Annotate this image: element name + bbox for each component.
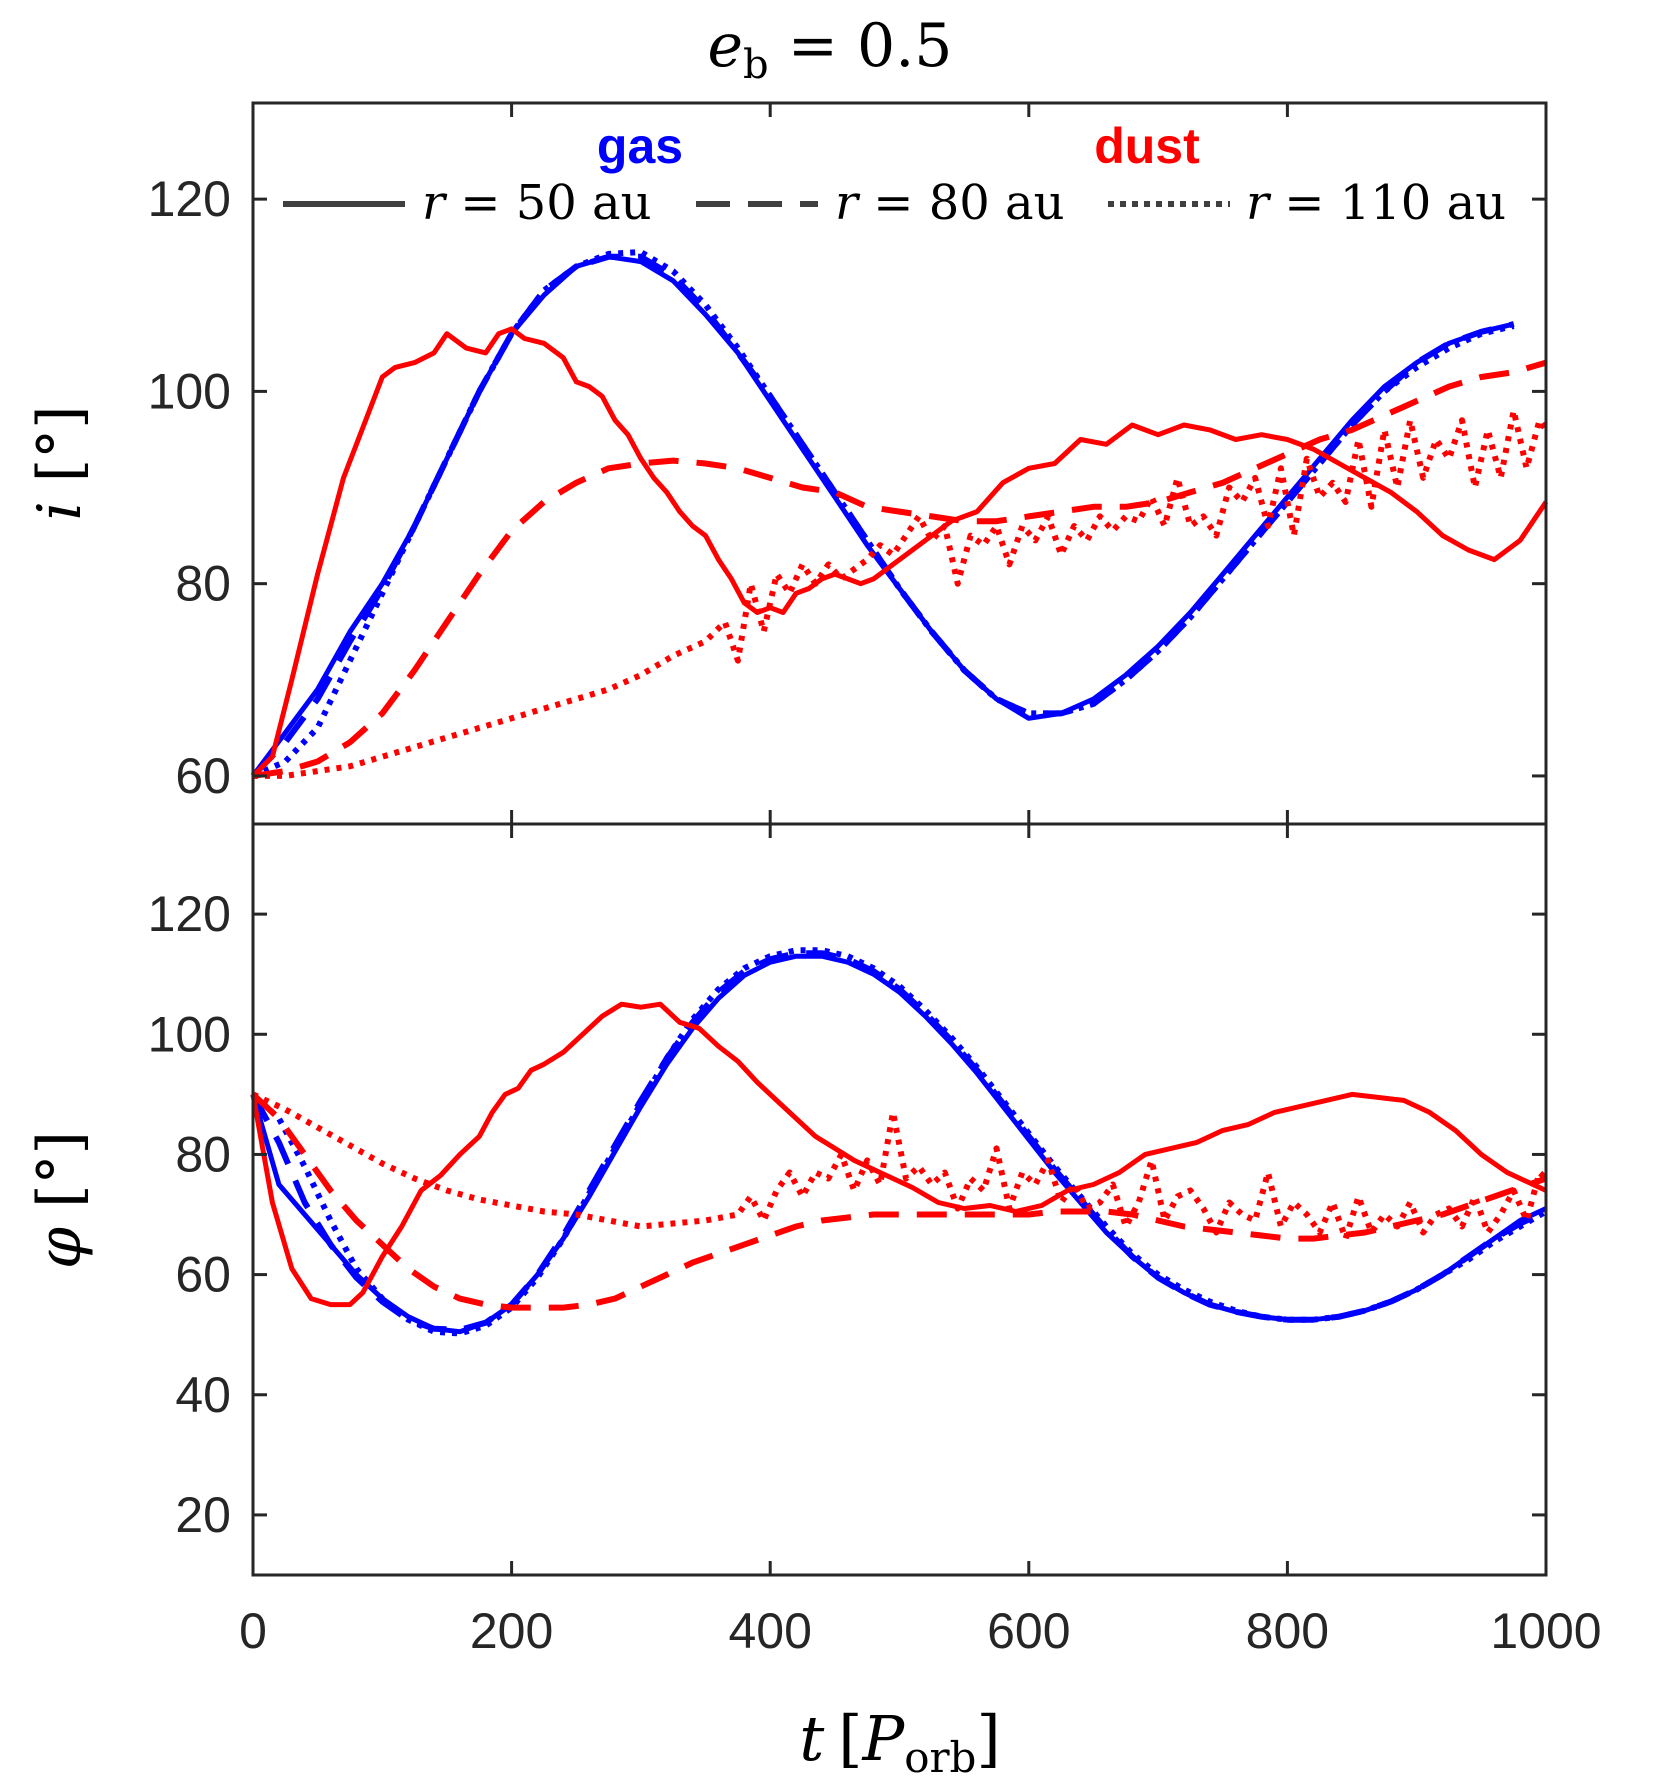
xlabel-var: t [799, 1702, 824, 1775]
inclination-dust-dashed-line [252, 359, 1547, 779]
xtick-label: 400 [728, 1603, 811, 1659]
node-ytick-label: 120 [148, 886, 231, 942]
node-ylabel-var: φ [25, 1227, 95, 1269]
legend-gas-label: gas [597, 118, 683, 174]
legend-entry-50au: r = 50 au [422, 175, 652, 231]
legend-50au-var: r [422, 175, 448, 231]
node-ytick-label: 80 [175, 1126, 231, 1182]
node-panel: 20 40 60 80 100 120 0 200 400 600 800 1000 φ [°] [25, 822, 1602, 1659]
node-axes-frame [251, 822, 1548, 1577]
legend-entry-110au: r = 110 au [1246, 175, 1506, 231]
node-ylabel: φ [°] [25, 1131, 95, 1269]
inclination-gas-dotted-line [251, 249, 1515, 779]
title-sub: b [743, 42, 769, 88]
xlabel-open: [ [838, 1702, 862, 1775]
xlabel-close: ] [976, 1702, 1000, 1775]
node-dust-solid-line [250, 1001, 1548, 1308]
inclination-dust-solid-line [251, 326, 1549, 778]
inclination-ytick-label: 60 [175, 748, 231, 804]
xtick-label: 600 [987, 1603, 1070, 1659]
title-var: e [708, 11, 744, 81]
inclination-panel: 60 80 100 120 i [°] [25, 101, 1549, 826]
node-ylabel-unit: [°] [25, 1131, 95, 1227]
legend-80au-var: r [835, 175, 861, 231]
inclination-ytick-label: 120 [148, 171, 231, 227]
inclination-ylabel-unit: [°] [25, 405, 95, 501]
xlabel-sub: orb [904, 1733, 976, 1782]
xtick-label: 800 [1246, 1603, 1329, 1659]
inclination-gas-solid-line [250, 254, 1515, 778]
xtick-label: 200 [470, 1603, 553, 1659]
title-rest: = 0.5 [769, 11, 953, 81]
xtick-label: 0 [239, 1603, 267, 1659]
legend-110au-rest: = 110 au [1269, 175, 1506, 231]
node-ytick-label: 40 [175, 1367, 231, 1423]
xtick-label: 1000 [1490, 1603, 1601, 1659]
legend-50au-rest: = 50 au [445, 175, 652, 231]
node-ticks: 20 40 60 80 100 120 0 200 400 600 800 1000 [148, 824, 1602, 1659]
legend-dust-label: dust [1094, 118, 1200, 174]
inclination-gas-dashed-line [250, 253, 1515, 778]
node-gas-dotted-line [250, 947, 1548, 1337]
node-ytick-label: 100 [148, 1006, 231, 1062]
inclination-ytick-label: 100 [148, 363, 231, 419]
legend-110au-var: r [1246, 175, 1272, 231]
node-dust-dashed-line [250, 1092, 1547, 1311]
chart-title: eb = 0.5 [708, 11, 953, 88]
node-series [250, 947, 1549, 1337]
x-axis-label: t [Porb] [799, 1702, 1000, 1782]
inclination-series [250, 249, 1549, 779]
node-ytick-label: 60 [175, 1247, 231, 1303]
legend-entry-80au: r = 80 au [835, 175, 1065, 231]
inclination-ylabel: i [°] [25, 405, 95, 520]
xlabel-inner: P [861, 1702, 905, 1775]
inclination-ylabel-var: i [25, 501, 95, 520]
inclination-ticks: 60 80 100 120 [148, 103, 1548, 824]
node-dust-dotted-line [251, 1091, 1549, 1242]
legend: gas dust r = 50 au r = 80 au r = 110 au [283, 118, 1506, 231]
inclination-dust-dotted-line [253, 407, 1549, 779]
legend-80au-rest: = 80 au [858, 175, 1065, 231]
node-ytick-label: 20 [175, 1487, 231, 1543]
inclination-ytick-label: 80 [175, 556, 231, 612]
